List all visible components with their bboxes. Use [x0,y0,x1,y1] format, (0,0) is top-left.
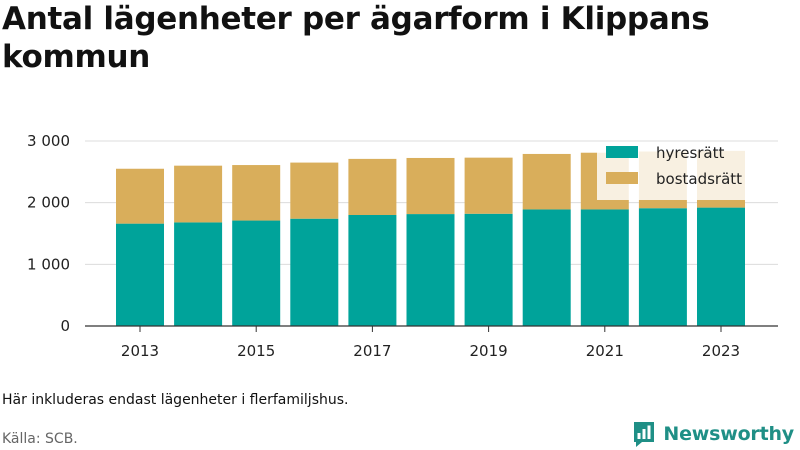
newsworthy-logo-icon [634,422,655,447]
bar-bostadsratt-2020 [522,153,571,210]
bar-bostadsratt-2019 [464,157,513,214]
source-note: Källa: SCB. [2,431,78,447]
x-tick-label: 2017 [353,342,391,360]
bar-hyresratt-2016 [290,218,339,326]
y-tick-label: 3 000 [27,132,70,150]
bar-hyresratt-2020 [522,209,571,326]
bar-hyresratt-2023 [697,207,745,326]
bar-hyresratt-2017 [348,215,397,326]
x-tick-label: 2019 [470,342,508,360]
bar-bostadsratt-2017 [348,158,397,215]
bar-hyresratt-2013 [116,223,164,326]
bar-hyresratt-2014 [174,222,223,326]
bar-bostadsratt-2014 [174,165,223,223]
x-tick-label: 2021 [586,342,624,360]
x-tick-label: 2013 [121,342,159,360]
bar-hyresratt-2019 [464,213,513,326]
bar-hyresratt-2015 [232,220,281,326]
axes: 0 1 000 2 000 3 000 2013 2015 2017 2019 2021 2023 [27,132,778,360]
legend-swatch-bostadsratt [606,172,638,184]
bar-hyresratt-2018 [406,214,455,326]
bar-hyresratt-2022 [638,208,687,326]
bar-hyresratt-2021 [580,209,629,326]
legend-label-bostadsratt: bostadsrätt [656,170,742,188]
legend-swatch-hyresratt [606,146,638,158]
y-tick-label: 2 000 [27,194,70,212]
legend: hyresrätt bostadsrätt [597,142,749,200]
chart-title: Antal lägenheter per ägarform i Klippans… [2,1,710,75]
bar-bostadsratt-2016 [290,162,339,219]
x-tick-label: 2015 [237,342,275,360]
brand-name: Newsworthy [663,423,794,445]
bar-bostadsratt-2018 [406,157,455,215]
y-tick-label: 0 [60,317,70,335]
bar-bostadsratt-2013 [116,168,164,224]
bar-bostadsratt-2015 [232,165,281,221]
footnote: Här inkluderas endast lägenheter i flerf… [2,392,349,408]
brand-logo: Newsworthy [632,419,794,449]
x-tick-label: 2023 [702,342,740,360]
y-tick-label: 1 000 [27,255,70,273]
legend-label-hyresratt: hyresrätt [656,144,725,162]
